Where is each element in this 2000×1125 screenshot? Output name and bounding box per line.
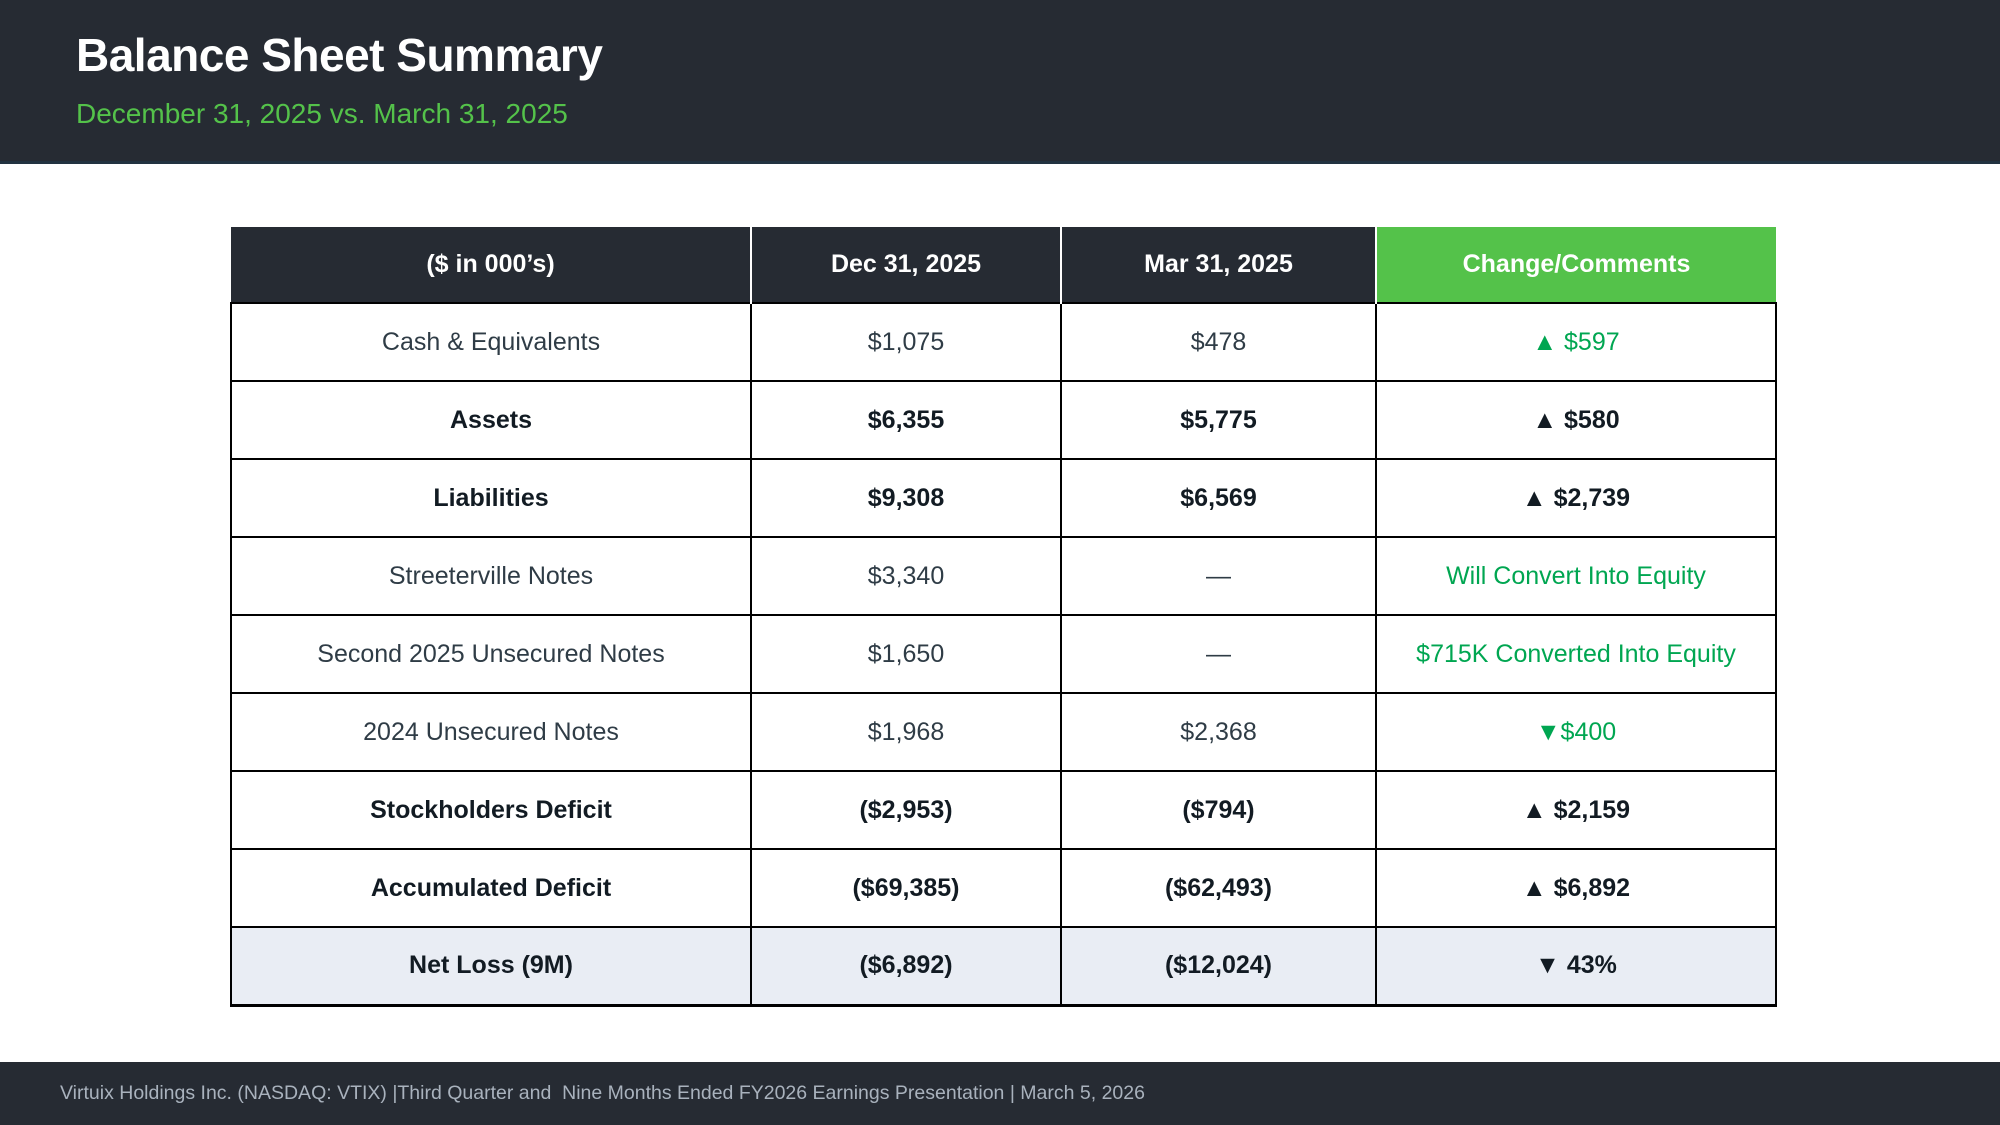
balance-sheet-table: ($ in 000’s) Dec 31, 2025 Mar 31, 2025 C… <box>230 227 1777 1007</box>
row-label: Stockholders Deficit <box>230 770 752 850</box>
change-value: ▲ $2,159 <box>1375 770 1777 850</box>
dec-31-2025-value: $1,968 <box>750 692 1062 772</box>
row-label: Net Loss (9M) <box>230 926 752 1006</box>
change-value: $715K Converted Into Equity <box>1375 614 1777 694</box>
table-row: Liabilities $9,308 $6,569 ▲ $2,739 <box>230 458 1777 538</box>
mar-31-2025-value: — <box>1060 536 1377 616</box>
dec-31-2025-value: $9,308 <box>750 458 1062 538</box>
table-row: Cash & Equivalents $1,075 $478 ▲ $597 <box>230 302 1777 382</box>
column-header-change-comments: Change/Comments <box>1376 227 1776 303</box>
column-header-mar-31-2025: Mar 31, 2025 <box>1061 227 1377 303</box>
table-row: Accumulated Deficit ($69,385) ($62,493) ▲ $… <box>230 848 1777 928</box>
dec-31-2025-value: ($6,892) <box>750 926 1062 1006</box>
slide-subtitle: December 31, 2025 vs. March 31, 2025 <box>76 98 568 129</box>
slide-footer: Virtuix Holdings Inc. (NASDAQ: VTIX) |Th… <box>0 1062 2000 1125</box>
change-value: ▲ $6,892 <box>1375 848 1777 928</box>
change-value: ▼$400 <box>1375 692 1777 772</box>
table-header-row: ($ in 000’s) Dec 31, 2025 Mar 31, 2025 C… <box>231 227 1776 303</box>
change-value: ▲ $2,739 <box>1375 458 1777 538</box>
table-row: 2024 Unsecured Notes $1,968 $2,368 ▼$400 <box>230 692 1777 772</box>
change-value: ▲ $597 <box>1375 302 1777 382</box>
mar-31-2025-value: ($794) <box>1060 770 1377 850</box>
table-row: Assets $6,355 $5,775 ▲ $580 <box>230 380 1777 460</box>
page-title: Balance Sheet Summary <box>76 29 603 81</box>
column-header-dec-31-2025: Dec 31, 2025 <box>751 227 1062 303</box>
slide-header: Balance Sheet Summary December 31, 2025 … <box>0 0 2000 164</box>
mar-31-2025-value: ($12,024) <box>1060 926 1377 1006</box>
change-value: ▼ 43% <box>1375 926 1777 1006</box>
dec-31-2025-value: $3,340 <box>750 536 1062 616</box>
row-label: Second 2025 Unsecured Notes <box>230 614 752 694</box>
mar-31-2025-value: $2,368 <box>1060 692 1377 772</box>
table-row: Stockholders Deficit ($2,953) ($794) ▲ $2,1… <box>230 770 1777 850</box>
column-header-metric: ($ in 000’s) <box>231 227 752 303</box>
table-row: Net Loss (9M) ($6,892) ($12,024) ▼ 43% <box>230 926 1777 1006</box>
row-label: Cash & Equivalents <box>230 302 752 382</box>
table-row: Streeterville Notes $3,340— Will Convert I… <box>230 536 1777 616</box>
change-value: Will Convert Into Equity <box>1375 536 1777 616</box>
mar-31-2025-value: $5,775 <box>1060 380 1377 460</box>
table-row: Second 2025 Unsecured Notes $1,650— $715K … <box>230 614 1777 694</box>
table-body: Cash & Equivalents $1,075 $478 ▲ $597 Assets… <box>230 302 1777 1006</box>
dec-31-2025-value: ($69,385) <box>750 848 1062 928</box>
row-label: Accumulated Deficit <box>230 848 752 928</box>
mar-31-2025-value: $6,569 <box>1060 458 1377 538</box>
change-value: ▲ $580 <box>1375 380 1777 460</box>
row-label: Assets <box>230 380 752 460</box>
dec-31-2025-value: $6,355 <box>750 380 1062 460</box>
mar-31-2025-value: ($62,493) <box>1060 848 1377 928</box>
dec-31-2025-value: $1,075 <box>750 302 1062 382</box>
mar-31-2025-value: — <box>1060 614 1377 694</box>
row-label: Streeterville Notes <box>230 536 752 616</box>
dec-31-2025-value: $1,650 <box>750 614 1062 694</box>
footer-text: Virtuix Holdings Inc. (NASDAQ: VTIX) |Th… <box>60 1082 1145 1104</box>
dec-31-2025-value: ($2,953) <box>750 770 1062 850</box>
mar-31-2025-value: $478 <box>1060 302 1377 382</box>
row-label: 2024 Unsecured Notes <box>230 692 752 772</box>
row-label: Liabilities <box>230 458 752 538</box>
